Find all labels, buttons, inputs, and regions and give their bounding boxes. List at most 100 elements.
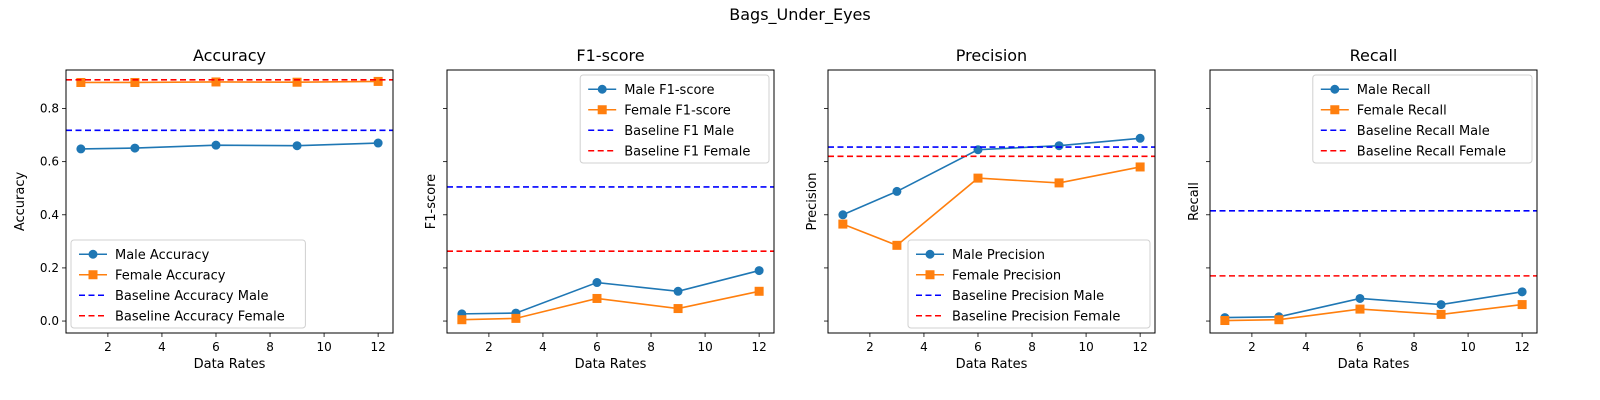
legend-marker bbox=[597, 84, 607, 94]
data-point bbox=[1135, 162, 1145, 172]
data-point bbox=[1517, 300, 1527, 310]
x-tick-label: 4 bbox=[539, 340, 547, 354]
x-tick-label: 6 bbox=[212, 340, 220, 354]
y-tick-label: 0.0 bbox=[40, 314, 59, 328]
data-point bbox=[838, 210, 848, 220]
x-tick-label: 8 bbox=[266, 340, 274, 354]
data-point bbox=[754, 286, 764, 296]
data-point bbox=[373, 76, 383, 86]
x-axis-label: Data Rates bbox=[1338, 357, 1410, 372]
y-axis-label: Recall bbox=[1187, 182, 1202, 221]
series-2 bbox=[1220, 300, 1527, 326]
data-point bbox=[838, 219, 848, 229]
series-1 bbox=[457, 266, 764, 319]
legend-item: Male Recall bbox=[1320, 83, 1431, 98]
series-line bbox=[461, 269, 760, 315]
data-point bbox=[1274, 315, 1284, 325]
legend-item: Male Precision bbox=[916, 248, 1045, 263]
legend-label: Male Recall bbox=[1357, 83, 1431, 98]
x-tick-label: 4 bbox=[920, 340, 928, 354]
legend-marker bbox=[1330, 105, 1340, 115]
y-tick-label: 0.2 bbox=[40, 261, 59, 275]
x-axis-label: Data Rates bbox=[956, 357, 1028, 372]
legend-label: Baseline Precision Female bbox=[952, 309, 1120, 324]
series-line bbox=[842, 166, 1141, 247]
data-point bbox=[292, 141, 302, 151]
legend-item: Baseline Accuracy Female bbox=[79, 309, 285, 324]
legend: Male Precision Female Precision Baseline P… bbox=[907, 239, 1151, 329]
legend-label: Male Precision bbox=[952, 248, 1045, 263]
plot-frame bbox=[1209, 69, 1538, 334]
legend-item: Female F1-score bbox=[588, 103, 731, 118]
series-1 bbox=[1220, 287, 1527, 323]
data-point bbox=[754, 266, 764, 276]
legend-box bbox=[70, 239, 306, 329]
legend-item: Baseline Precision Male bbox=[916, 289, 1104, 304]
series-2 bbox=[838, 162, 1145, 250]
legend-label: Female F1-score bbox=[624, 103, 731, 118]
data-point bbox=[1436, 309, 1446, 319]
legend-item: Baseline Precision Female bbox=[916, 309, 1120, 324]
plot-frame bbox=[446, 69, 775, 334]
legend-item: Baseline F1 Female bbox=[588, 144, 750, 159]
x-tick-label: 10 bbox=[316, 340, 331, 354]
legend-marker bbox=[925, 270, 935, 280]
legend-box bbox=[907, 239, 1151, 329]
legend-marker bbox=[88, 249, 98, 259]
legend-label: Baseline Accuracy Female bbox=[115, 309, 285, 324]
legend-label: Female Accuracy bbox=[115, 268, 226, 283]
data-point bbox=[592, 278, 602, 288]
legend-label: Baseline F1 Male bbox=[624, 124, 734, 139]
series-line bbox=[1224, 303, 1523, 322]
legend-box bbox=[579, 74, 770, 164]
x-tick-label: 10 bbox=[1078, 340, 1093, 354]
x-tick-label: 12 bbox=[370, 340, 385, 354]
x-tick-label: 10 bbox=[1460, 340, 1475, 354]
data-point bbox=[1054, 178, 1064, 188]
data-point bbox=[892, 186, 902, 196]
y-axis-label: Accuracy bbox=[13, 172, 28, 232]
legend-label: Female Precision bbox=[952, 268, 1061, 283]
legend-marker bbox=[597, 105, 607, 115]
x-tick-label: 4 bbox=[158, 340, 166, 354]
legend-item: Female Recall bbox=[1320, 103, 1447, 118]
data-point bbox=[76, 144, 86, 154]
plot-frame bbox=[65, 69, 394, 334]
series-1 bbox=[838, 133, 1145, 220]
legend-marker bbox=[88, 270, 98, 280]
series-line bbox=[80, 142, 379, 150]
x-tick-label: 6 bbox=[974, 340, 982, 354]
x-tick-label: 10 bbox=[697, 340, 712, 354]
legend-label: Female Recall bbox=[1357, 103, 1447, 118]
x-tick-label: 2 bbox=[104, 340, 112, 354]
x-tick-label: 4 bbox=[1302, 340, 1310, 354]
x-tick-label: 6 bbox=[1356, 340, 1364, 354]
data-point bbox=[673, 286, 683, 296]
y-tick-label: 0.6 bbox=[40, 155, 59, 169]
legend-item: Baseline Accuracy Male bbox=[79, 289, 269, 304]
legend-item: Female Precision bbox=[916, 268, 1061, 283]
series-2 bbox=[76, 76, 383, 87]
legend-box bbox=[1312, 74, 1533, 164]
x-tick-label: 12 bbox=[751, 340, 766, 354]
data-point bbox=[1517, 287, 1527, 297]
data-point bbox=[592, 293, 602, 303]
x-tick-label: 12 bbox=[1132, 340, 1147, 354]
x-tick-label: 12 bbox=[1514, 340, 1529, 354]
data-point bbox=[1220, 316, 1230, 326]
legend-label: Baseline Precision Male bbox=[952, 289, 1104, 304]
data-point bbox=[457, 315, 467, 325]
data-point bbox=[130, 77, 140, 87]
data-point bbox=[292, 77, 302, 87]
data-point bbox=[1436, 300, 1446, 310]
series-line bbox=[80, 80, 379, 84]
x-tick-label: 8 bbox=[1028, 340, 1036, 354]
y-tick-label: 0.4 bbox=[40, 208, 59, 222]
chart-panel-3: Precision 2 4 6 8 10 12 Data Rates Precision Male… bbox=[805, 46, 1156, 372]
legend-label: Baseline Recall Female bbox=[1357, 144, 1506, 159]
data-point bbox=[1135, 133, 1145, 143]
legend-item: Male F1-score bbox=[588, 83, 714, 98]
y-axis-label: Precision bbox=[805, 172, 820, 230]
